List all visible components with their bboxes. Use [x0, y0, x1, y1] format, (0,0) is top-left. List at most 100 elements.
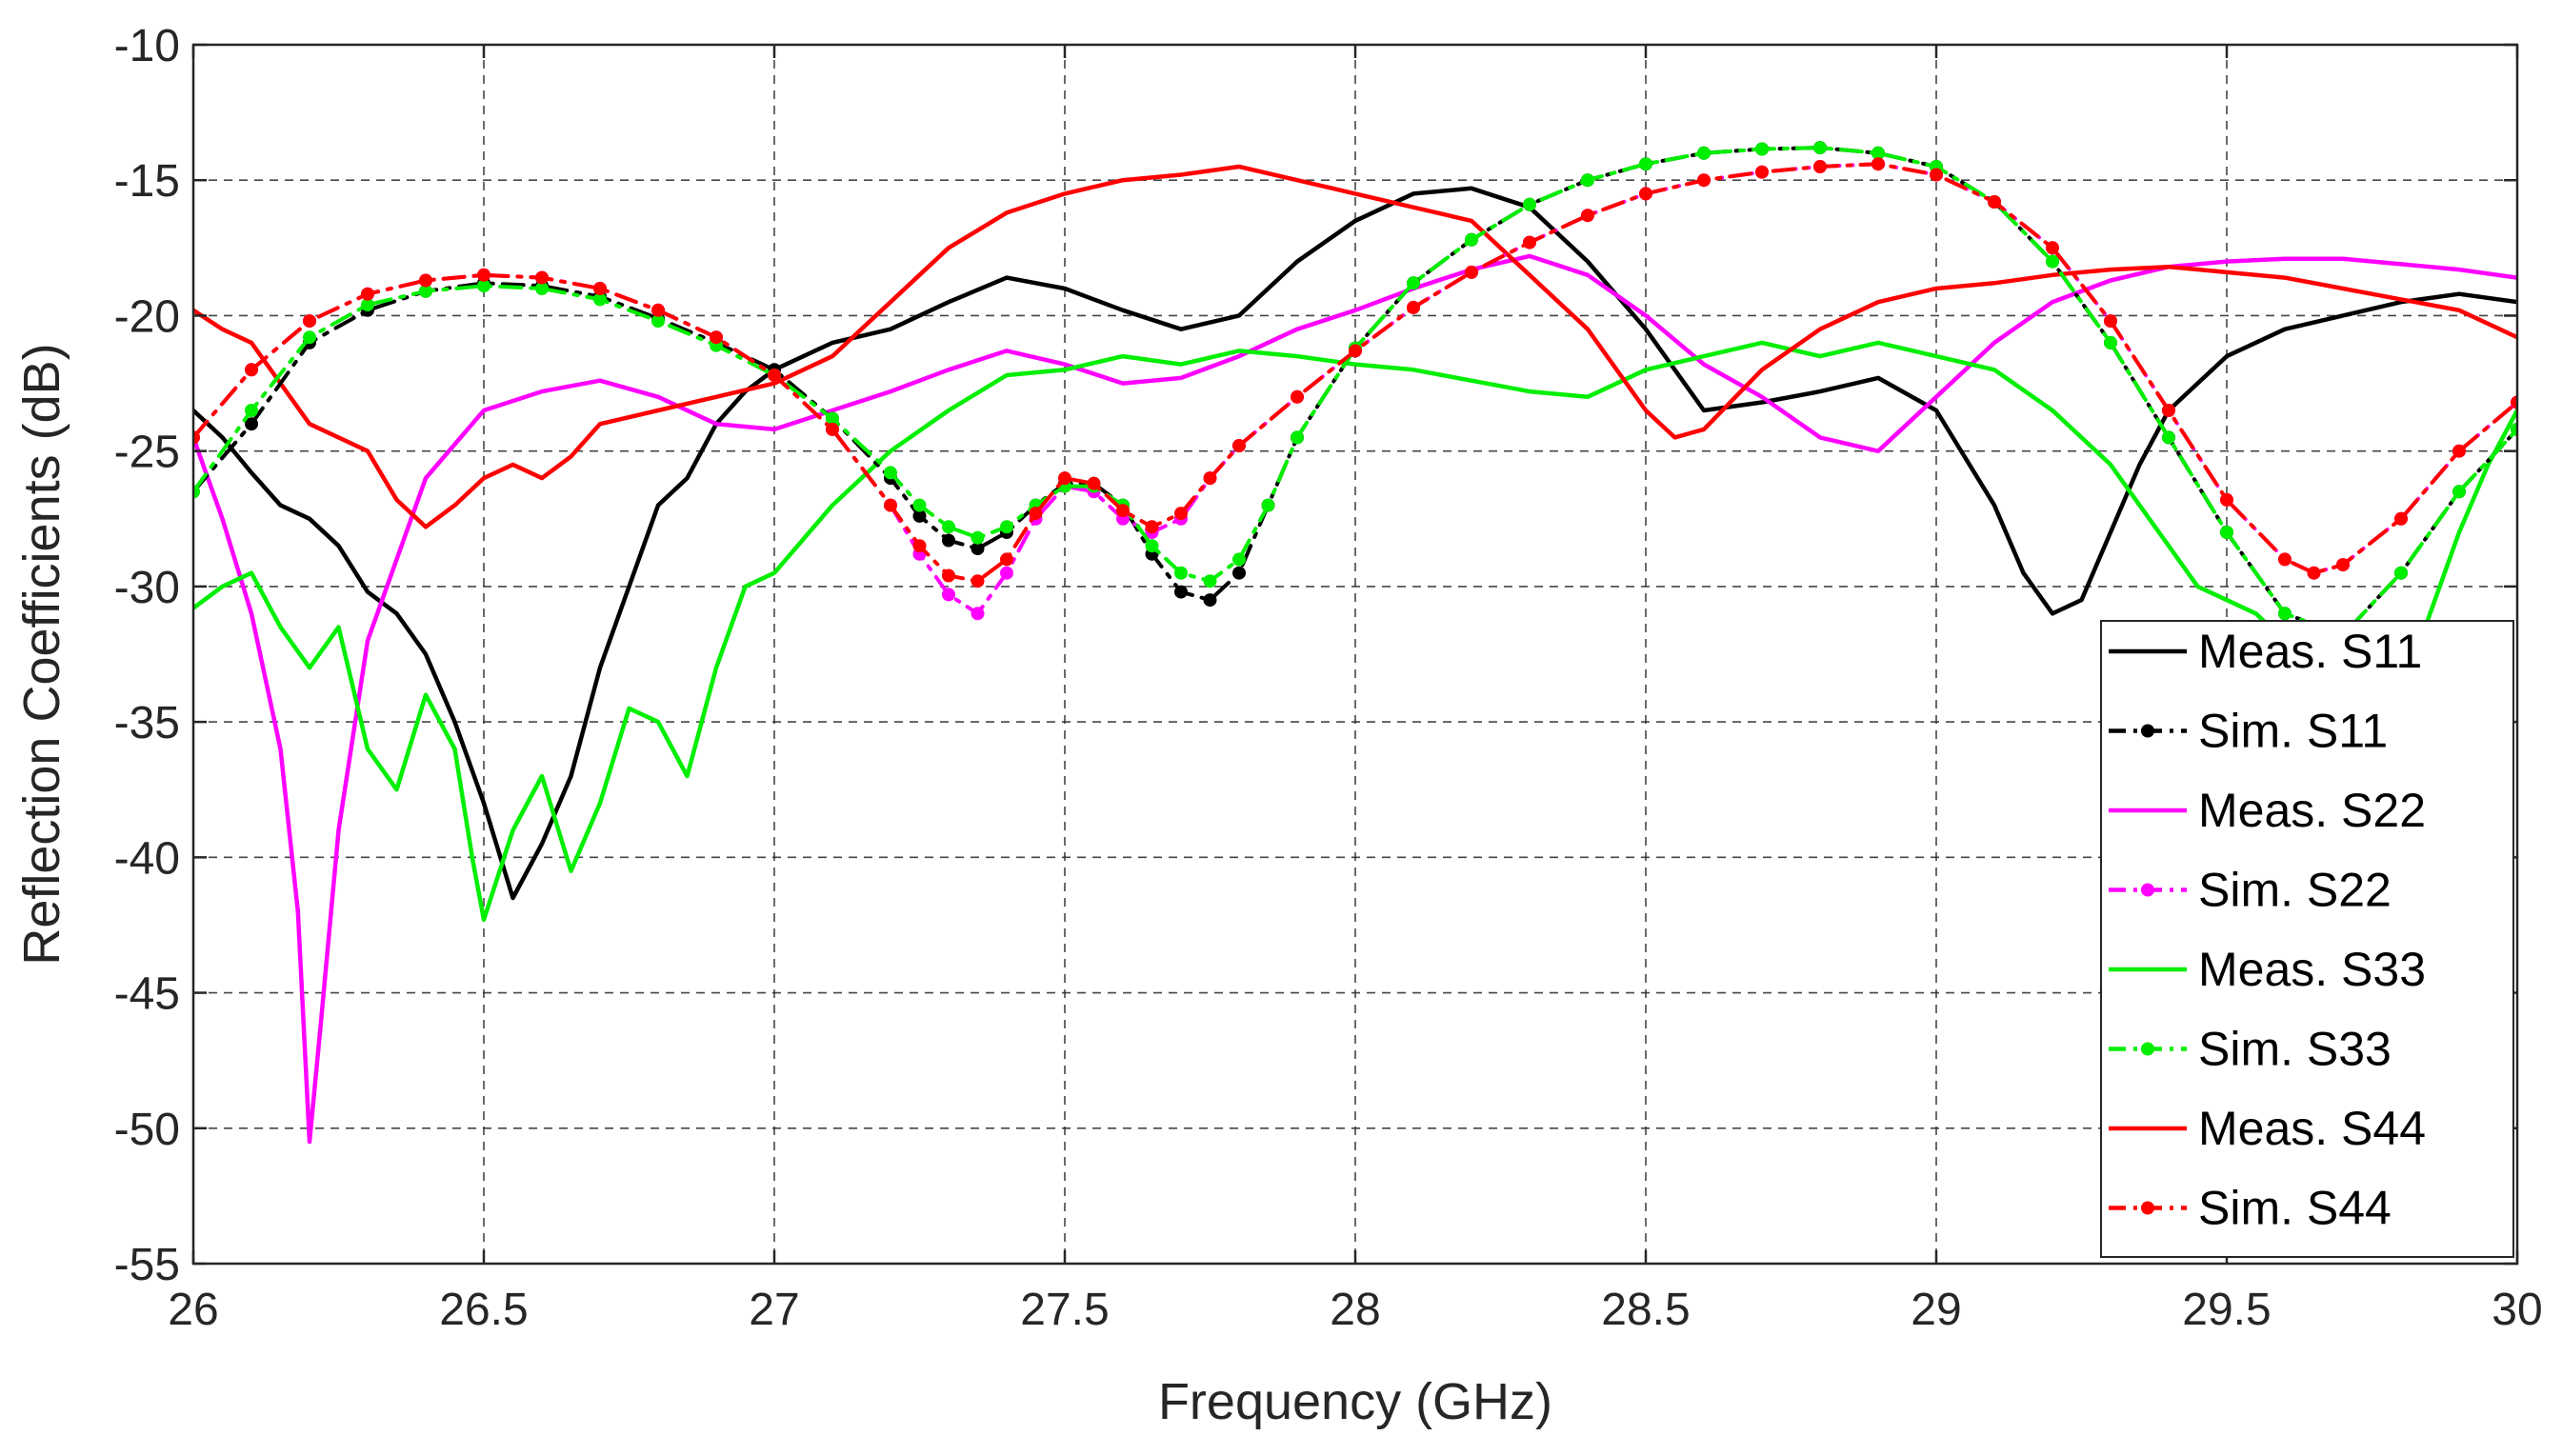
data-point: [1029, 507, 1043, 521]
data-point: [1697, 146, 1711, 160]
y-tick-label: -30: [114, 563, 180, 613]
x-tick-label: 30: [2492, 1285, 2542, 1335]
data-point: [2104, 314, 2117, 329]
series-group: [193, 141, 2517, 1145]
data-point: [1523, 235, 1536, 249]
data-point: [1813, 141, 1827, 155]
tick-marks: [191, 43, 2519, 1266]
data-point: [2220, 526, 2233, 539]
data-point: [1930, 168, 1943, 182]
series-line-meas-s11: [193, 186, 2517, 901]
legend-entry: Meas. S33: [2109, 943, 2426, 996]
series-meas-s33: [193, 340, 2517, 923]
y-axis-label: Reflection Coefficients (dB): [13, 343, 70, 965]
y-tick-label: -25: [114, 428, 180, 478]
series-sim-s44: [193, 157, 2517, 588]
data-point: [710, 330, 723, 345]
legend-label: Sim. S22: [2198, 864, 2392, 917]
data-point: [2452, 485, 2466, 499]
data-point: [768, 369, 781, 382]
data-point: [1174, 585, 1188, 599]
legend-entry: Meas. S22: [2109, 784, 2426, 837]
series-meas-s44: [193, 164, 2517, 529]
data-point: [1261, 498, 1275, 512]
data-point: [1871, 146, 1885, 160]
y-tick-label: -35: [114, 698, 180, 748]
data-point: [1145, 539, 1159, 553]
y-tick-label: -45: [114, 969, 180, 1020]
legend-entry: Sim. S44: [2109, 1182, 2392, 1235]
data-point: [942, 568, 955, 583]
legend: Meas. S11 Sim. S11 Meas. S22 Sim. S22 Meas. …: [2100, 620, 2514, 1258]
legend-entry: Sim. S33: [2109, 1023, 2392, 1076]
data-point: [1291, 430, 1304, 445]
data-point: [1697, 173, 1711, 188]
data-point: [2307, 566, 2321, 580]
y-tick-labels: -55 -50 -45 -40 -35 -30 -25 -20 -15 -10: [114, 21, 180, 1290]
data-point: [419, 273, 432, 288]
data-point: [1203, 574, 1217, 588]
data-point: [535, 282, 549, 295]
data-point: [2162, 430, 2175, 445]
data-point: [971, 607, 985, 621]
data-point: [477, 279, 490, 293]
data-point: [2278, 607, 2292, 621]
x-tick-label: 27.5: [1020, 1285, 1109, 1335]
data-point: [1465, 265, 1478, 279]
data-point: [2511, 395, 2517, 409]
data-point: [912, 509, 927, 523]
data-point: [942, 533, 955, 548]
data-point: [1203, 593, 1217, 608]
data-point: [1871, 157, 1885, 171]
data-point: [2278, 552, 2292, 567]
data-point: [1000, 552, 1013, 567]
legend-label: Meas. S33: [2198, 943, 2426, 996]
legend-marker: [2141, 1042, 2154, 1056]
data-point: [971, 542, 985, 556]
y-tick-label: -50: [114, 1105, 180, 1155]
data-point: [1232, 566, 1246, 580]
data-point: [2220, 492, 2233, 507]
data-point: [884, 466, 897, 480]
data-point: [1407, 276, 1420, 290]
data-point: [1755, 165, 1769, 179]
data-point: [245, 417, 258, 431]
data-point: [303, 330, 316, 345]
data-point: [2394, 511, 2408, 526]
data-point: [593, 292, 607, 307]
data-point: [1639, 157, 1652, 171]
data-point: [971, 530, 985, 545]
data-point: [245, 363, 258, 377]
x-tick-label: 29.5: [2182, 1285, 2271, 1335]
data-point: [2394, 566, 2408, 580]
legend-entry: Sim. S22: [2109, 864, 2392, 917]
x-tick-label: 26: [168, 1285, 218, 1335]
data-point: [826, 411, 839, 426]
data-point: [912, 498, 927, 512]
data-point: [1813, 160, 1827, 173]
data-point: [1755, 142, 1769, 156]
data-point: [971, 574, 985, 588]
series-sim-s33: [193, 141, 2517, 643]
data-point: [942, 520, 955, 534]
data-point: [361, 298, 374, 312]
legend-label: Sim. S33: [2198, 1023, 2392, 1076]
x-tick-label: 26.5: [439, 1285, 528, 1335]
legend-label: Sim. S44: [2198, 1182, 2392, 1235]
data-point: [419, 284, 432, 298]
data-point: [1232, 552, 1246, 567]
series-line-meas-s33: [193, 340, 2517, 923]
data-point: [1988, 195, 2001, 209]
x-tick-label: 28: [1330, 1285, 1380, 1335]
data-point: [1000, 566, 1013, 580]
data-point: [1058, 471, 1071, 486]
data-point: [1349, 344, 1362, 358]
legend-marker: [2141, 883, 2154, 897]
series-line-sim-s44: [193, 162, 2517, 584]
data-point: [1639, 187, 1652, 201]
series-line-sim-s33: [193, 146, 2517, 638]
data-point: [477, 268, 490, 282]
data-point: [2046, 254, 2059, 269]
data-point: [535, 270, 549, 285]
